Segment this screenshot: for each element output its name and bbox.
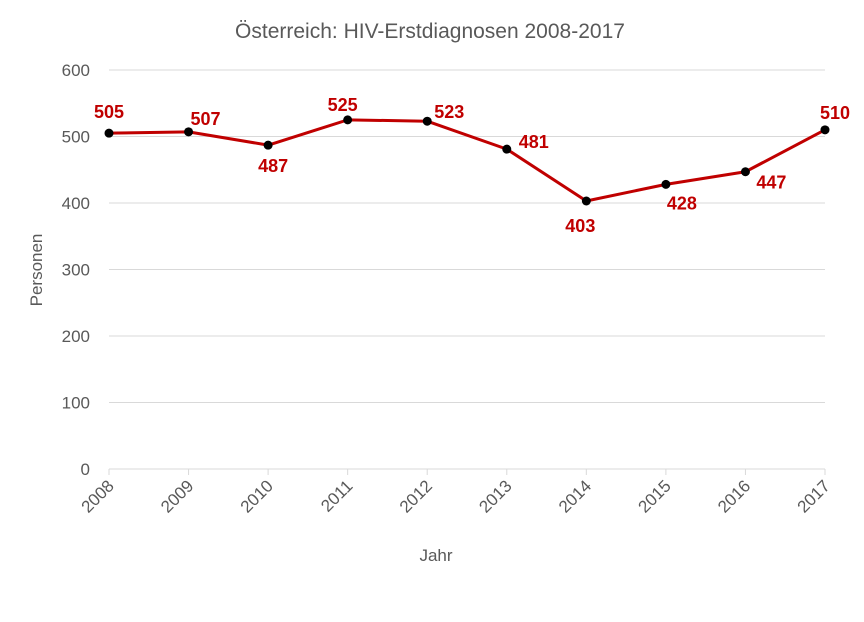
x-tick-label: 2009: [157, 476, 197, 516]
data-point: [740, 167, 750, 177]
x-axis-title: Jahr: [419, 546, 452, 565]
data-point: [422, 116, 432, 126]
gridlines: [109, 69, 825, 470]
data-label: 487: [258, 156, 288, 176]
y-tick-label: 300: [62, 261, 90, 280]
x-tick-label: 2014: [555, 476, 595, 516]
chart-title: Österreich: HIV-Erstdiagnosen 2008-2017: [235, 20, 625, 43]
data-label: 447: [756, 173, 786, 193]
data-point: [184, 127, 194, 137]
x-tick-label: 2010: [237, 476, 277, 516]
series: [104, 115, 830, 206]
data-label: 525: [328, 95, 358, 115]
x-tick-label: 2016: [714, 476, 754, 516]
data-label: 510: [820, 103, 850, 123]
x-tick-label: 2012: [396, 476, 436, 516]
y-tick-label: 600: [62, 61, 90, 80]
data-labels: 505 507 487 525 523 481 403 428 447 510: [94, 95, 850, 236]
data-label: 507: [191, 109, 221, 129]
y-tick-label: 500: [62, 128, 90, 147]
data-point: [581, 196, 591, 206]
data-label: 428: [667, 193, 697, 213]
y-tick-label: 400: [62, 194, 90, 213]
data-point: [343, 115, 353, 125]
data-point: [263, 140, 273, 150]
data-point: [104, 128, 114, 138]
x-tick-label: 2011: [317, 476, 356, 515]
y-tick-label: 100: [62, 394, 90, 413]
data-label: 403: [565, 216, 595, 236]
y-tick-label: 0: [81, 460, 90, 479]
x-tick-label: 2013: [475, 476, 515, 516]
x-tick-label: 2015: [635, 476, 675, 516]
data-point: [820, 125, 830, 135]
y-axis-title: Personen: [27, 234, 46, 307]
y-tick-label: 200: [62, 327, 90, 346]
data-point: [661, 179, 671, 189]
x-tick-label: 2008: [78, 476, 118, 516]
series-line: [108, 118, 826, 203]
x-tick-label: 2017: [794, 476, 834, 516]
data-label: 481: [519, 132, 549, 152]
data-label: 523: [434, 102, 464, 122]
data-label: 505: [94, 102, 124, 122]
data-point: [502, 144, 512, 154]
